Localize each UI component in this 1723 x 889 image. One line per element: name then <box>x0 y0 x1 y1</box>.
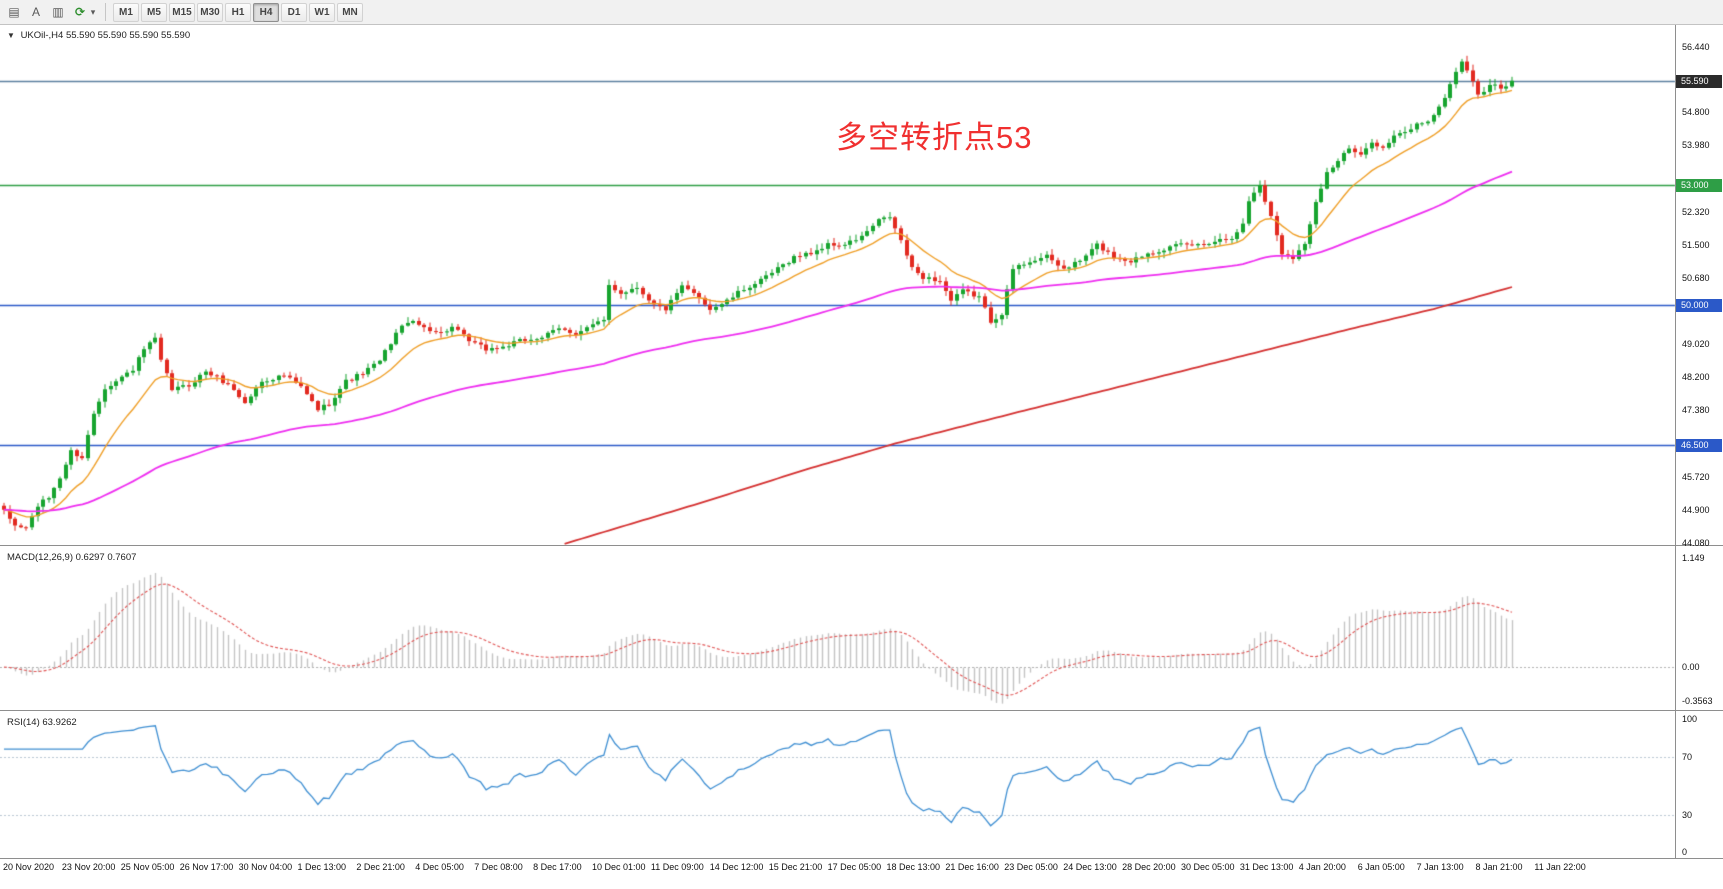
timeframe-m5-button[interactable]: M5 <box>141 2 167 22</box>
timeframe-h4-button[interactable]: H4 <box>253 2 279 22</box>
price-axis[interactable] <box>1675 25 1723 858</box>
ohlc-values: 55.590 55.590 55.590 55.590 <box>65 30 191 41</box>
macd-pane[interactable] <box>0 548 1675 710</box>
dropdown-caret-icon[interactable]: ▾ <box>90 6 96 17</box>
collapse-triangle-icon[interactable]: ▼ <box>7 31 15 40</box>
timeframe-m30-button[interactable]: M30 <box>197 2 223 22</box>
toolbar: ▤ A ▥ ⟳ ▾ M1 M5 M15 M30 H1 H4 D1 W1 MN <box>0 0 1723 25</box>
timeframe-w1-button[interactable]: W1 <box>309 2 335 22</box>
timeframe-m15-button[interactable]: M15 <box>169 2 195 22</box>
toolbar-separator <box>105 3 106 21</box>
pane-separator[interactable] <box>0 545 1723 546</box>
chart-text-annotation[interactable]: 多空转折点53 <box>836 120 1033 155</box>
timeframe-mn-button[interactable]: MN <box>337 2 363 22</box>
timeframe-h1-button[interactable]: H1 <box>225 2 251 22</box>
time-axis[interactable] <box>0 858 1723 889</box>
rsi-indicator-label: RSI(14) 63.9262 <box>7 717 77 728</box>
macd-indicator-label: MACD(12,26,9) 0.6297 0.7607 <box>7 552 137 563</box>
text-tool-icon[interactable]: A <box>31 5 40 19</box>
chart-list-icon[interactable]: ▤ <box>8 5 20 19</box>
symbol-name: UKOil-,H4 <box>20 30 64 41</box>
pane-separator[interactable] <box>0 710 1723 711</box>
rsi-pane[interactable] <box>0 713 1675 858</box>
timeframe-d1-button[interactable]: D1 <box>281 2 307 22</box>
timeframe-m1-button[interactable]: M1 <box>113 2 139 22</box>
symbol-ohlc-bar: ▼ UKOil-,H4 55.590 55.590 55.590 55.590 <box>7 30 190 41</box>
bar-chart-icon[interactable]: ▥ <box>52 5 64 19</box>
cycle-icon[interactable]: ⟳ <box>74 5 86 19</box>
main-chart-pane[interactable] <box>0 25 1675 545</box>
